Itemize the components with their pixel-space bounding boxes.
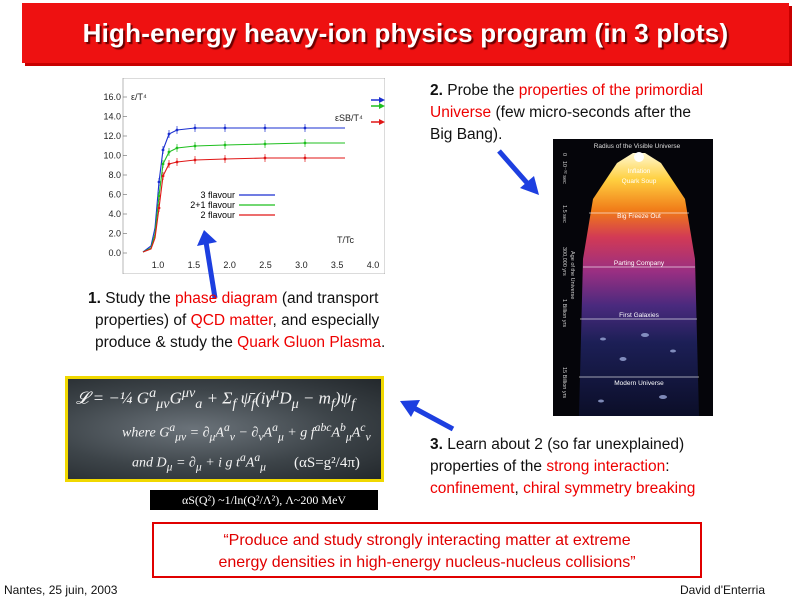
plot-legend: 3 flavour 2+1 flavour 2 flavour [190, 190, 275, 220]
point-1-text-f: . [381, 334, 386, 351]
x-tick-label: 3.5 [331, 260, 344, 270]
legend-21flavour: 2+1 flavour [190, 200, 235, 210]
point-1-text-e: produce & study the [95, 334, 238, 351]
x-tick-label: 1.0 [152, 260, 165, 270]
lagrangian-line-3: and Dμ = ∂μ + i g taAaμ [132, 451, 267, 474]
quote-text: “Produce and study strongly interacting … [154, 530, 700, 574]
point-2-text-a: Probe the [442, 82, 519, 99]
x-tick-label: 2.5 [259, 260, 272, 270]
legend-2flavour: 2 flavour [200, 210, 235, 220]
x-tick-label: 1.5 [188, 260, 201, 270]
point-2-text-b: (few micro-seconds after the [491, 104, 692, 121]
age-label-2: 1.5 sec [561, 205, 567, 223]
quote-box: “Produce and study strongly interacting … [152, 522, 702, 578]
alpha-s-definition: (αS=g²/4π) [294, 455, 360, 471]
x-tick-label: 3.0 [295, 260, 308, 270]
qgp-highlight: Quark Gluon Plasma [237, 334, 382, 351]
sb-limit-marker [379, 97, 385, 103]
confinement-highlight: confinement [430, 480, 515, 497]
age-label-5: 15 Billion yrs [561, 367, 567, 398]
footer-author: David d'Enterria [680, 583, 765, 597]
y-tick-label: 0.0 [108, 248, 121, 258]
x-tick-label: 2.0 [223, 260, 236, 270]
point-3-text-c: : [665, 458, 670, 475]
band-quark-soup: Quark Soup [622, 178, 657, 185]
age-label-0: 0 [561, 153, 567, 156]
age-label-1: 10⁻³² sec [561, 161, 567, 184]
footer-date-location: Nantes, 25 juin, 2003 [4, 583, 118, 597]
chiral-symmetry-highlight: chiral symmetry breaking [523, 480, 696, 497]
y-tick-label: 8.0 [108, 170, 121, 180]
energy-density-curve [142, 157, 345, 253]
strong-interaction-highlight: strong interaction [546, 458, 666, 475]
sb-limit-marker [379, 119, 385, 125]
sb-limit-marker [379, 103, 385, 109]
universe-history-image: Radius of the Visible Universe Inflation… [553, 139, 713, 416]
x-tick-label: 4.0 [367, 260, 380, 270]
point-3-text-d: , [514, 480, 524, 497]
point-1-text-b: (and transport [277, 290, 379, 307]
band-big-freeze-out: Big Freeze Out [617, 213, 661, 220]
title-bar: High-energy heavy-ion physics program (i… [22, 3, 789, 63]
point-1-text-a: Study the [100, 290, 176, 307]
point-3-text-a: Learn about 2 (so far unexplained) [442, 436, 685, 453]
point-2-text: 2. Probe the properties of the primordia… [430, 80, 800, 146]
y-axis-label: ε/T⁴ [131, 92, 147, 102]
universe-highlight: Universe [430, 104, 492, 121]
y-axis-label-right: εSB/T⁴ [335, 113, 363, 123]
universe-header: Radius of the Visible Universe [594, 143, 681, 150]
y-tick-label: 2.0 [108, 229, 121, 239]
point-1-text: 1. Study the phase diagram (and transpor… [88, 288, 488, 354]
band-first-galaxies: First Galaxies [619, 312, 659, 319]
energy-density-curve [142, 127, 345, 253]
arrow-down-right-icon [497, 149, 539, 195]
band-parting-company: Parting Company [614, 260, 665, 267]
age-label-3: 300,000 yrs [561, 247, 567, 276]
point-1-number: 1. [88, 290, 101, 307]
running-coupling-formula: αS(Q²) ~1/ln(Q²/Λ²), Λ~200 MeV [150, 490, 378, 510]
y-tick-label: 14.0 [103, 112, 121, 122]
point-3-text: 3. Learn about 2 (so far unexplained) pr… [430, 434, 800, 500]
point-1-text-d: , and especially [272, 312, 380, 329]
point-2-number: 2. [430, 82, 443, 99]
legend-3flavour: 3 flavour [200, 190, 235, 200]
quote-line-1: “Produce and study strongly interacting … [223, 532, 631, 549]
phase-diagram-highlight: phase diagram [175, 290, 278, 307]
y-tick-label: 6.0 [108, 190, 121, 200]
arrow-up-icon [197, 230, 218, 299]
point-3-number: 3. [430, 436, 443, 453]
qcd-matter-highlight: QCD matter [190, 312, 273, 329]
point-1-text-c: properties) of [95, 312, 191, 329]
age-label-4: 1 Billion yrs [561, 299, 567, 327]
y-tick-label: 4.0 [108, 209, 121, 219]
slide-title: High-energy heavy-ion physics program (i… [82, 17, 729, 48]
arrow-left-icon [400, 400, 455, 432]
qcd-lagrangian-panel: 𝓛 = −¼ GaμνGμνa + Σf ψ̄f(iγμDμ − mf)ψf w… [65, 376, 384, 482]
band-modern-universe: Modern Universe [614, 380, 664, 387]
age-axis-label: Age of the Universe [569, 251, 575, 299]
energy-density-curve [142, 142, 345, 253]
y-tick-label: 12.0 [103, 131, 121, 141]
point-2-text-c: Big Bang). [430, 126, 503, 143]
band-inflation: Inflation [628, 168, 651, 175]
lagrangian-line-2: where Gaμν = ∂μAaν − ∂νAaμ + g fabcAbμAc… [122, 421, 371, 444]
lattice-qcd-plot: 16.0 14.0 12.0 10.0 8.0 6.0 4.0 2.0 0.0 1.0 1.5 2.… [103, 78, 385, 274]
quote-line-2: energy densities in high-energy nucleus-… [218, 554, 636, 571]
plot-frame [122, 78, 385, 274]
y-tick-label: 10.0 [103, 151, 121, 161]
lagrangian-line-1: 𝓛 = −¼ GaμνGμνa + Σf ψ̄f(iγμDμ − mf)ψf [76, 385, 356, 413]
y-tick-label: 16.0 [103, 92, 121, 102]
x-axis-label: T/Tc [337, 235, 354, 245]
primordial-highlight: properties of the primordial [518, 82, 704, 99]
point-3-text-b: properties of the [430, 458, 547, 475]
